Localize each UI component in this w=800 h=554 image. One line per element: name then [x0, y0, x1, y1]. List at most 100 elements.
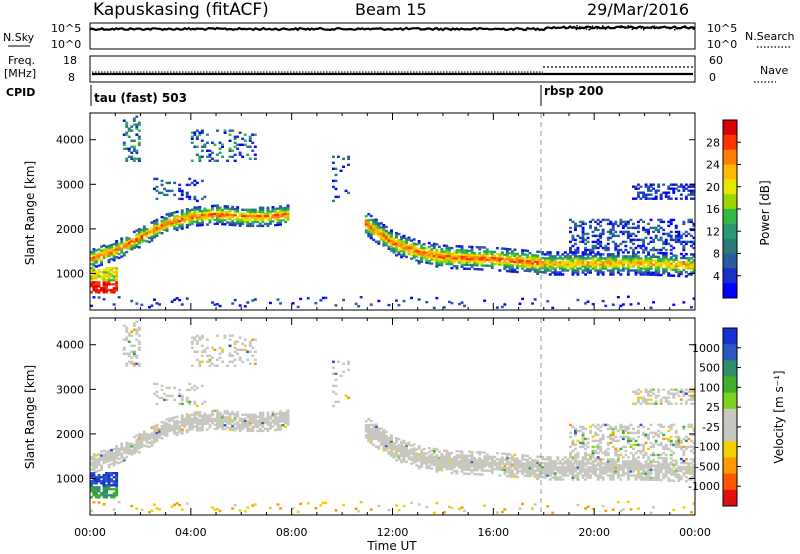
power-cell [372, 218, 376, 222]
velocity-cell [455, 458, 459, 461]
velocity-cell [238, 356, 242, 359]
velocity-cell [594, 458, 598, 461]
power-cell [672, 274, 676, 277]
velocity-cell [211, 419, 214, 423]
velocity-cell [135, 330, 139, 333]
velocity-cell [450, 471, 454, 475]
power-cell [551, 267, 555, 270]
power-cell [415, 259, 419, 262]
power-cell [445, 248, 449, 252]
velocity-cell [642, 400, 645, 403]
velocity-cell [611, 476, 615, 479]
power-cell [558, 265, 562, 268]
velocity-cell [601, 478, 605, 481]
velocity-cell [637, 388, 640, 391]
power-cell [281, 219, 285, 222]
velocity-cell [546, 466, 550, 469]
power-cell [647, 222, 650, 226]
velocity-cell [632, 456, 635, 459]
velocity-cell [556, 466, 560, 469]
velocity-cell [505, 470, 509, 474]
power-cell [130, 155, 134, 158]
velocity-cell [281, 420, 285, 423]
power-cell [105, 289, 108, 292]
power-cell [120, 255, 124, 258]
velocity-cell [208, 364, 212, 367]
power-cell [606, 246, 610, 250]
velocity-cell [523, 470, 527, 473]
power-cell [221, 145, 224, 148]
velocity-cell [135, 320, 139, 323]
power-cell [664, 252, 668, 255]
power-cell [616, 259, 620, 262]
velocity-cell [400, 446, 403, 450]
power-cell [611, 240, 615, 244]
velocity-cell [692, 466, 695, 469]
velocity-cell [674, 402, 678, 405]
velocity-cell [609, 458, 613, 461]
power-cell [271, 216, 275, 219]
velocity-cell [112, 462, 116, 465]
power-cell [92, 250, 96, 253]
velocity-cell [614, 439, 618, 443]
velocity-cell [425, 452, 429, 455]
velocity-cell [626, 441, 630, 445]
power-cell [125, 242, 129, 246]
power-cell [629, 234, 633, 238]
power-cell [377, 299, 381, 303]
power-cell [455, 257, 459, 260]
power-cell [158, 231, 161, 234]
velocity-cell [271, 421, 275, 424]
velocity-cell [412, 459, 416, 462]
velocity-cell [475, 459, 479, 462]
power-cell [140, 238, 144, 242]
power-cell [241, 218, 245, 222]
power-cell [420, 250, 424, 253]
velocity-cell [629, 445, 633, 449]
velocity-cell [664, 457, 668, 460]
velocity-cell [253, 421, 257, 425]
power-cell [400, 247, 403, 251]
power-cell [105, 275, 108, 278]
power-cell [632, 253, 635, 256]
velocity-cell [563, 472, 567, 475]
power-cell [692, 197, 695, 200]
velocity-cell [395, 445, 398, 448]
power-cell [657, 189, 661, 192]
velocity-cell [500, 458, 504, 461]
power-cell [654, 255, 658, 259]
velocity-cell [569, 445, 572, 449]
velocity-cell [115, 472, 119, 475]
power-cell [200, 221, 204, 225]
velocity-cell [374, 425, 378, 428]
power-cell [420, 256, 424, 259]
power-cell [200, 217, 204, 221]
velocity-cell [193, 425, 197, 428]
power-cell [120, 241, 124, 244]
power-cell [551, 263, 555, 266]
power-cell [402, 246, 406, 250]
velocity-cell [692, 472, 695, 475]
velocity-cell [460, 454, 464, 457]
power-cell [236, 216, 240, 219]
power-cell [208, 213, 212, 216]
velocity-cell [203, 418, 207, 421]
velocity-cell [581, 456, 585, 459]
power-cell [672, 266, 676, 269]
velocity-cell [258, 423, 262, 427]
power-cell [243, 218, 247, 222]
velocity-cell [536, 455, 540, 458]
power-cell [137, 135, 141, 138]
velocity-cell [175, 425, 179, 429]
power-cell [367, 213, 371, 216]
power-cell [664, 266, 668, 269]
velocity-cell [445, 465, 449, 469]
power-cell [584, 257, 587, 260]
velocity-cell [203, 414, 207, 417]
velocity-cell [195, 419, 199, 422]
velocity-cell [405, 448, 408, 451]
power-cell [503, 265, 507, 269]
velocity-cell [412, 449, 416, 452]
velocity-cell [110, 484, 114, 487]
velocity-cell [674, 443, 678, 447]
